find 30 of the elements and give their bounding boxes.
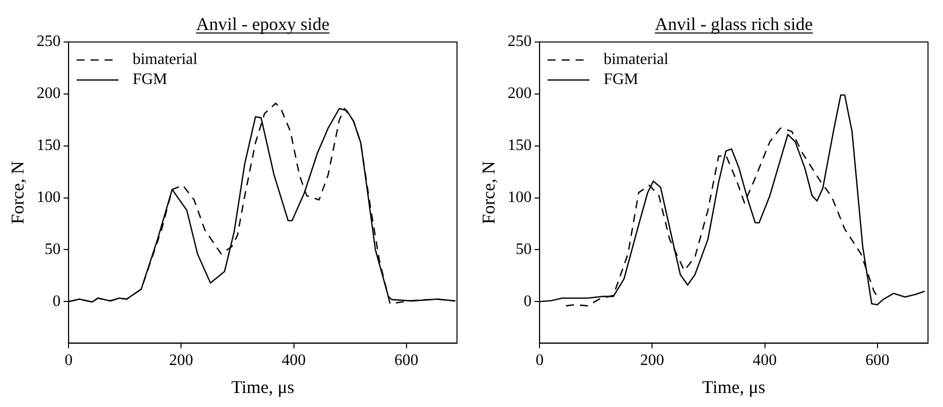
x-tick-label: 600	[865, 352, 890, 370]
y-tick-label: 100	[508, 188, 532, 206]
y-tick-label: 150	[36, 137, 61, 154]
y-tick-label: 50	[44, 240, 61, 258]
y-axis-title: Force, N	[478, 161, 499, 224]
chart-title: Anvil - glass rich side	[654, 14, 813, 34]
x-tick-label: 400	[752, 352, 777, 370]
legend-label: bimaterial	[604, 51, 670, 68]
y-axis-title: Force, N	[8, 161, 28, 224]
y-tick-label: 250	[508, 33, 532, 50]
x-axis-title: Time, μs	[231, 376, 294, 397]
chart-title: Anvil - epoxy side	[196, 14, 330, 34]
y-tick-label: 100	[36, 188, 61, 206]
x-axis-title: Time, μs	[702, 376, 766, 397]
y-tick-label: 200	[36, 85, 61, 102]
legend-label: FGM	[132, 71, 168, 88]
y-tick-label: 0	[52, 292, 61, 310]
y-tick-label: 250	[36, 33, 61, 50]
y-tick-label: 0	[524, 292, 532, 310]
x-tick-label: 200	[169, 352, 194, 370]
y-tick-label: 50	[516, 240, 532, 258]
y-tick-label: 200	[508, 85, 532, 102]
x-tick-label: 0	[64, 352, 73, 370]
y-tick-label: 150	[508, 137, 532, 154]
legend-label: bimaterial	[132, 51, 198, 68]
x-tick-label: 0	[536, 352, 544, 370]
legend-label: FGM	[604, 71, 638, 88]
x-tick-label: 400	[282, 352, 306, 370]
x-tick-label: 600	[394, 352, 418, 370]
x-tick-label: 200	[640, 352, 664, 370]
